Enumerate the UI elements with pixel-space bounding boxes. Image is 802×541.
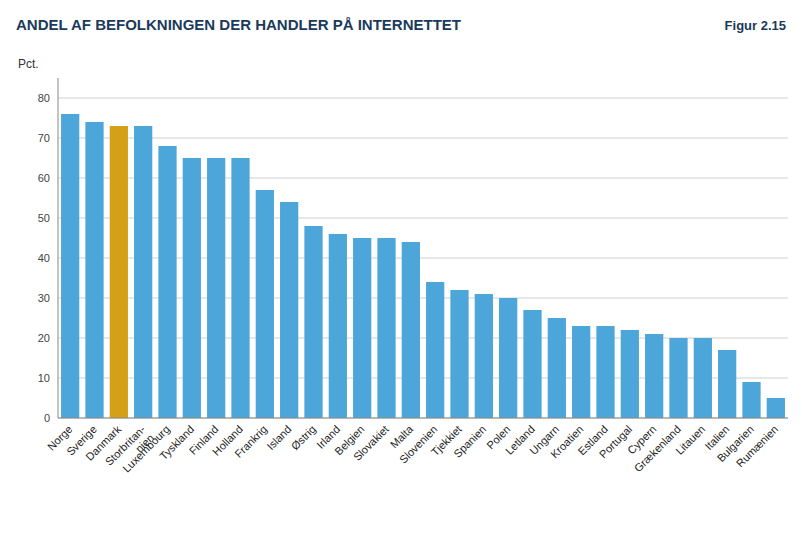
bar: [183, 158, 201, 418]
grid-line: [58, 138, 788, 139]
x-tick-label: Østrig: [289, 423, 318, 452]
x-tick-label: Island: [264, 423, 293, 452]
bar: [85, 122, 103, 418]
bar: [548, 318, 566, 418]
bar: [621, 330, 639, 418]
x-tick-label: Kroatien: [548, 423, 585, 460]
bar: [450, 290, 468, 418]
bar: [645, 334, 663, 418]
y-tick-label: 80: [38, 92, 50, 104]
x-tick-label: Slovakiet: [351, 423, 391, 463]
x-tick-label: Litauen: [673, 423, 707, 457]
bar: [256, 190, 274, 418]
bar: [329, 234, 347, 418]
bar: [402, 242, 420, 418]
bar: [767, 398, 785, 418]
y-tick-label: 0: [44, 412, 50, 424]
bar: [475, 294, 493, 418]
x-tick-label: Tyskland: [157, 423, 196, 462]
x-tick-label-line: Portugal: [597, 423, 634, 460]
y-axis-line: [58, 78, 59, 418]
x-tick-label-line: Frankrig: [232, 423, 269, 460]
x-tick-label-line: Slovakiet: [351, 423, 391, 463]
bar: [499, 298, 517, 418]
bar: [669, 338, 687, 418]
x-tick-label-line: Island: [264, 423, 293, 452]
grid: [58, 98, 788, 418]
bar: [353, 238, 371, 418]
y-tick-label: 70: [38, 132, 50, 144]
bar: [523, 310, 541, 418]
bar: [377, 238, 395, 418]
x-tick-label-line: Kroatien: [548, 423, 585, 460]
y-tick-label: 60: [38, 172, 50, 184]
y-axis-label: Pct.: [18, 57, 39, 71]
bar: [596, 326, 614, 418]
bar: [61, 114, 79, 418]
x-tick-label-line: Tyskland: [157, 423, 196, 462]
bar: [572, 326, 590, 418]
bar: [231, 158, 249, 418]
title: ANDEL AF BEFOLKNINGEN DER HANDLER PÅ INT…: [16, 16, 461, 33]
bar: [304, 226, 322, 418]
bar: [110, 126, 128, 418]
x-tick-label: Portugal: [597, 423, 634, 460]
x-tick-label-line: Litauen: [673, 423, 707, 457]
y-tick-label: 40: [38, 252, 50, 264]
bars: [61, 114, 785, 418]
bar: [280, 202, 298, 418]
grid-line: [58, 98, 788, 99]
y-tick-label: 30: [38, 292, 50, 304]
x-tick-label: Rumænien: [734, 423, 781, 470]
x-tick-label: Spanien: [451, 423, 488, 460]
bar: [694, 338, 712, 418]
grid-line: [58, 418, 788, 419]
annotation: Figur 2.15: [725, 18, 786, 33]
y-tick-label: 50: [38, 212, 50, 224]
bar: [158, 146, 176, 418]
x-tick-label-line: Rumænien: [734, 423, 781, 470]
chart: ANDEL AF BEFOLKNINGEN DER HANDLER PÅ INT…: [0, 0, 802, 541]
bar: [742, 382, 760, 418]
bar: [426, 282, 444, 418]
x-tick-label-line: Spanien: [451, 423, 488, 460]
x-tick-label-line: Østrig: [289, 423, 318, 452]
bar: [134, 126, 152, 418]
y-tick-label: 20: [38, 332, 50, 344]
y-tick-label: 10: [38, 372, 50, 384]
bar: [718, 350, 736, 418]
x-axis-line: [58, 418, 788, 419]
x-tick-label: Frankrig: [232, 423, 269, 460]
bar: [207, 158, 225, 418]
